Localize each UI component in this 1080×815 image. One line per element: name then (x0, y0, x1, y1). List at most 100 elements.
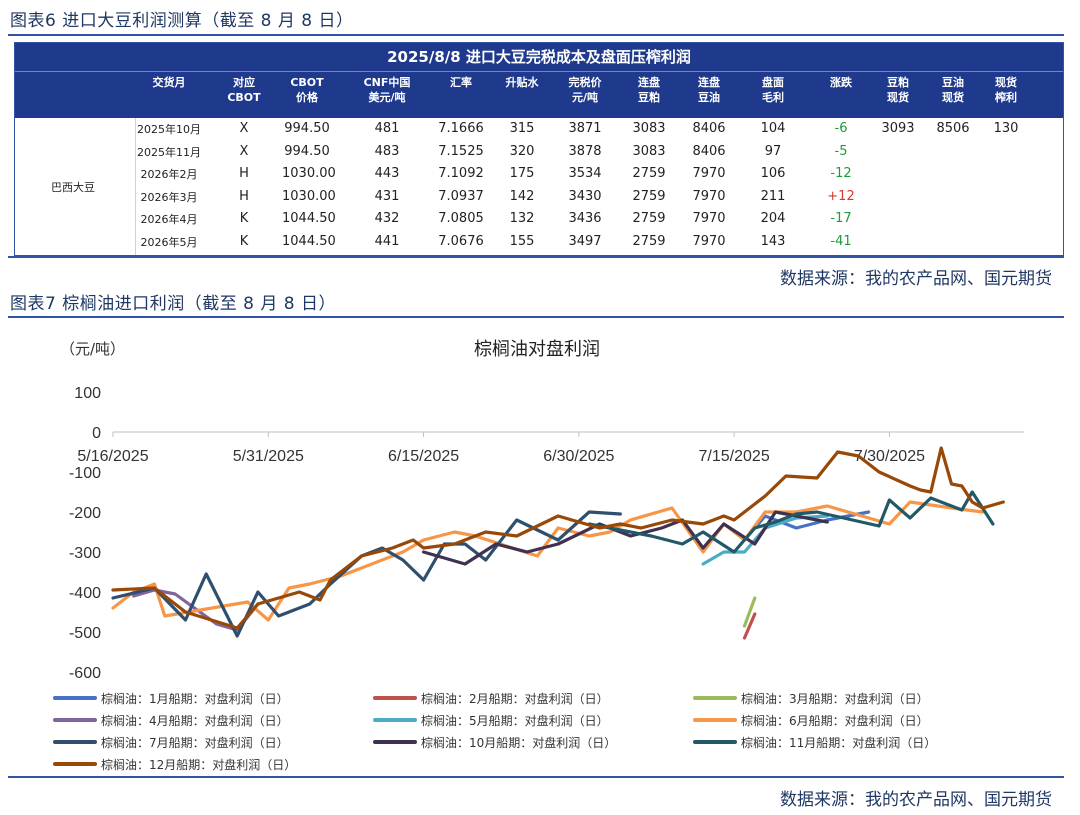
table-cell: 3083 (632, 143, 666, 159)
table-cell: 2026年5月 (140, 235, 198, 249)
y-tick-label: -600 (69, 665, 101, 682)
legend-label: 棕榈油：11月船期：对盘利润（日） (741, 735, 936, 750)
table-cell: 7970 (692, 166, 726, 181)
table-cell: 3871 (568, 121, 602, 136)
table-cell: -6 (834, 121, 848, 136)
table-cell: 211 (760, 188, 786, 204)
table-cell: 3093 (881, 121, 915, 136)
column-header: 现货 榨利 (995, 76, 1017, 104)
divider (8, 34, 1064, 36)
series-line-6 (111, 510, 622, 638)
table-cell: -41 (830, 233, 852, 249)
legend-label: 棕榈油：1月船期：对盘利润（日） (101, 691, 289, 706)
column-header: 交货月 (152, 76, 186, 89)
x-tick-label: 6/30/2025 (543, 448, 614, 465)
table-cell: 1030.00 (282, 166, 336, 181)
table-cell: 8506 (936, 121, 970, 136)
divider (8, 256, 1064, 258)
x-tick-label: 5/31/2025 (233, 448, 304, 465)
table-cell: 130 (993, 121, 1019, 136)
table-cell: 994.50 (284, 121, 330, 136)
table-cell: +12 (827, 188, 855, 204)
table-cell: X (239, 143, 249, 159)
table-cell: 2026年2月 (140, 168, 198, 181)
y-tick-label: 0 (92, 425, 101, 442)
table-cell: 175 (509, 166, 535, 181)
table-cell: 97 (764, 143, 782, 159)
table-cell: 315 (509, 121, 535, 136)
table-cell: 2026年4月 (140, 213, 198, 226)
column-header: 升贴水 (505, 76, 539, 89)
figure6-title: 图表6 进口大豆利润测算（截至 8 月 8 日） (10, 11, 354, 31)
y-tick-label: -100 (69, 465, 101, 482)
legend-label: 棕榈油：3月船期：对盘利润（日） (741, 691, 929, 706)
table-cell: 443 (374, 166, 400, 181)
legend-label: 棕榈油：10月船期：对盘利润（日） (421, 735, 616, 750)
x-tick-label: 7/15/2025 (699, 448, 770, 465)
table-cell: 1044.50 (282, 233, 336, 249)
chart-title: 棕榈油对盘利润 (474, 339, 600, 360)
table-cell: 7.0805 (438, 211, 484, 226)
column-header: 连盘 豆油 (698, 76, 720, 104)
table-cell: 7.1525 (438, 143, 484, 159)
series-line-1 (742, 612, 757, 640)
table-cell: 204 (760, 211, 786, 226)
x-tick-label: 5/16/2025 (77, 448, 148, 465)
table-cell: 3436 (568, 211, 602, 226)
y-tick-label: -300 (69, 545, 101, 562)
table-cell: H (239, 166, 249, 181)
table-cell: 320 (509, 143, 535, 159)
figure7-title: 图表7 棕榈油进口利润（截至 8 月 8 日） (10, 294, 336, 314)
column-header: 连盘 豆粕 (638, 76, 660, 104)
table-cell: -12 (830, 166, 852, 181)
table-cell: 104 (760, 121, 786, 136)
series-line-2 (742, 596, 757, 628)
table-cell: 483 (374, 143, 400, 159)
table-cell: K (239, 211, 249, 226)
table-cell: 1044.50 (282, 211, 336, 226)
divider (8, 316, 1064, 318)
x-tick-label: 7/30/2025 (854, 448, 925, 465)
table-cell: 8406 (692, 143, 726, 159)
table-cell: X (239, 121, 249, 136)
y-axis-label: （元/吨） (60, 340, 125, 358)
series-line-9 (111, 446, 1005, 630)
table-cell: 7970 (692, 233, 726, 249)
table-cell: 7970 (692, 188, 726, 204)
legend-label: 棕榈油：12月船期：对盘利润（日） (101, 757, 296, 772)
y-tick-label: -200 (69, 505, 101, 522)
table-title: 2025/8/8 进口大豆完税成本及盘面压榨利润 (15, 43, 1063, 72)
table-cell: 431 (374, 188, 400, 204)
table-cell: 7.0937 (438, 188, 484, 204)
divider (8, 776, 1064, 778)
table-cell: K (239, 233, 249, 249)
y-tick-label: -400 (69, 585, 101, 602)
table-cell: 481 (374, 121, 400, 136)
table-cell: 2759 (632, 188, 666, 204)
soybean-profit-table: 2025/8/8 进口大豆完税成本及盘面压榨利润 交货月 对应 CBOT CBOT … (14, 42, 1064, 256)
table-cell: 142 (509, 188, 535, 204)
column-header: 汇率 (450, 76, 472, 89)
table-header-band (15, 43, 1063, 118)
table-cell: 441 (374, 233, 400, 249)
table-cell: 143 (760, 233, 786, 249)
column-header: 涨跌 (830, 76, 852, 89)
column-header: CBOT 价格 (290, 76, 324, 104)
x-tick-label: 6/15/2025 (388, 448, 459, 465)
table-cell: 3497 (568, 233, 602, 249)
legend-label: 棕榈油：7月船期：对盘利润（日） (101, 735, 289, 750)
series-line-5 (111, 500, 985, 622)
table-cell: 7970 (692, 211, 726, 226)
y-tick-label: 100 (74, 385, 101, 402)
row-group-label: 巴西大豆 (51, 181, 95, 194)
column-header: 豆油 现货 (942, 76, 964, 104)
group-divider (135, 118, 136, 255)
table-cell: 2025年10月 (137, 123, 201, 136)
table-cell: 3878 (568, 143, 602, 159)
column-header: 完税价 元/吨 (568, 76, 602, 104)
table-cell: 3534 (568, 166, 602, 181)
column-header: 对应 CBOT (227, 76, 261, 104)
table-cell: 3083 (632, 121, 666, 136)
series-line-8 (587, 490, 995, 554)
table-cell: 8406 (692, 121, 726, 136)
